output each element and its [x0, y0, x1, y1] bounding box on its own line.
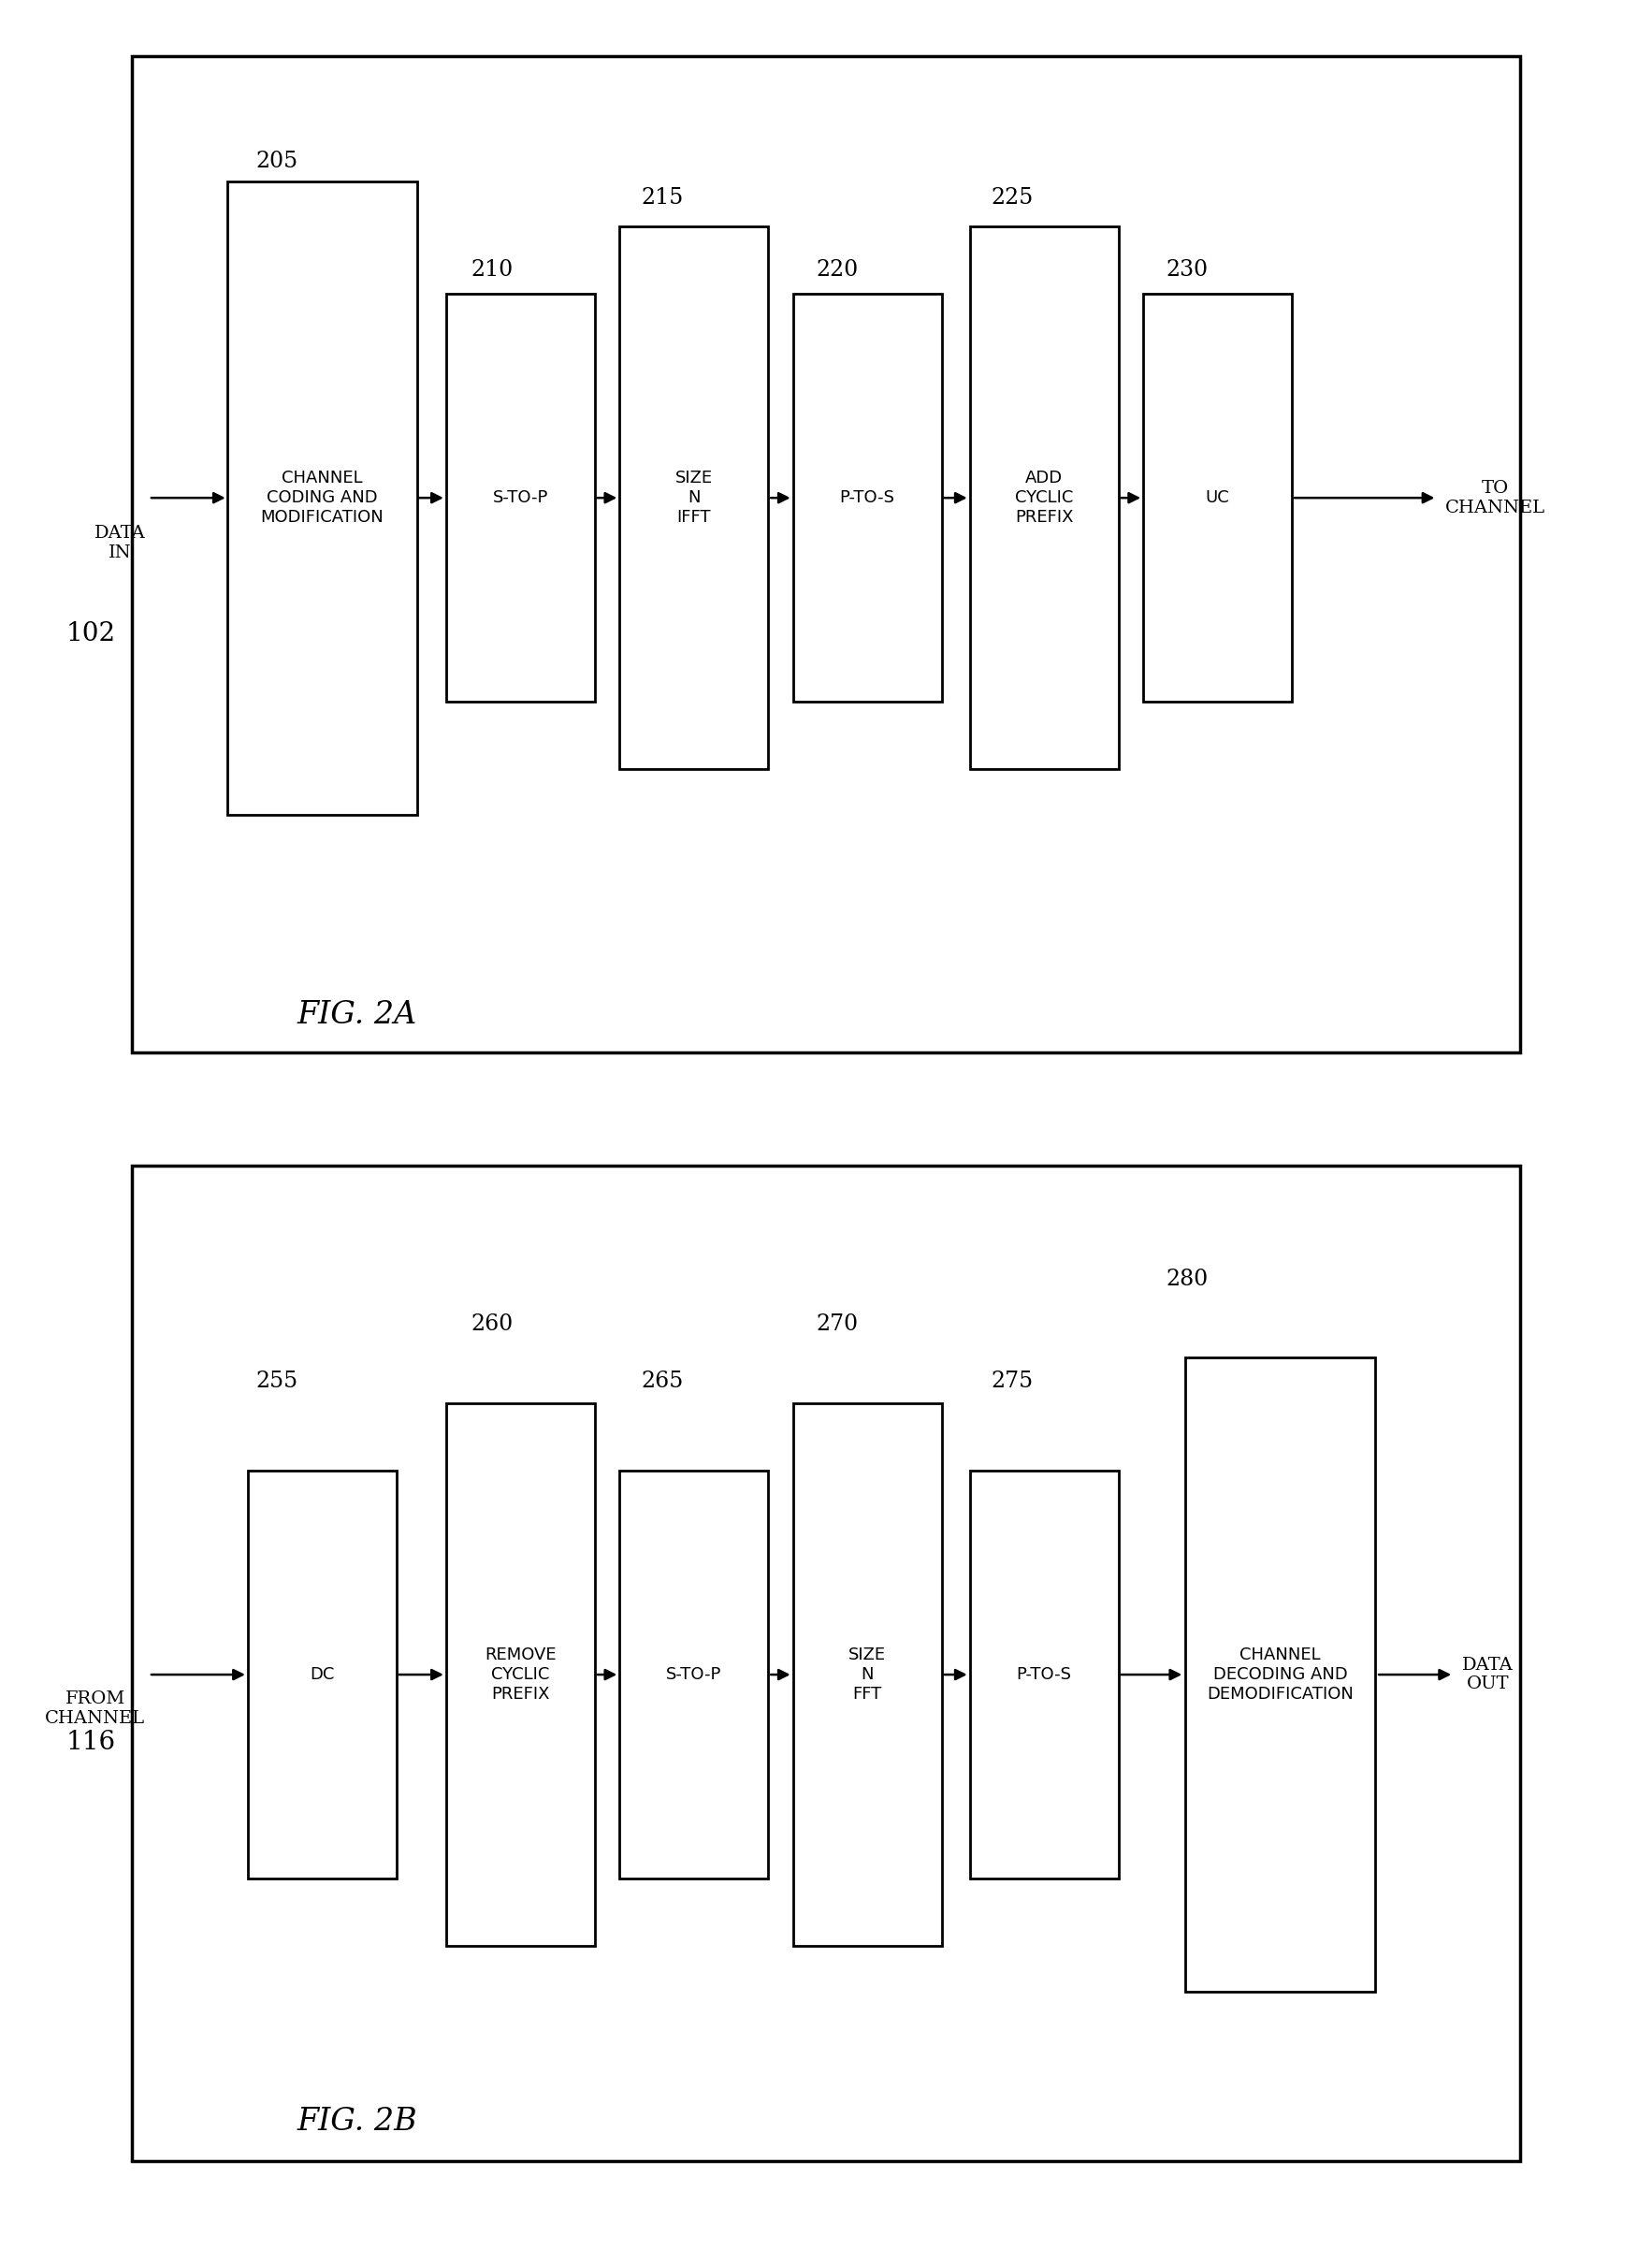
Bar — [793, 1403, 942, 1946]
Text: DATA
OUT: DATA OUT — [1462, 1657, 1513, 1693]
Text: TO
CHANNEL: TO CHANNEL — [1446, 480, 1546, 516]
Text: REMOVE
CYCLIC
PREFIX: REMOVE CYCLIC PREFIX — [484, 1647, 557, 1702]
Text: FIG. 2A: FIG. 2A — [297, 1000, 418, 1030]
Bar — [446, 1403, 595, 1946]
Text: 265: 265 — [641, 1369, 684, 1392]
Bar — [248, 1471, 396, 1878]
Text: 205: 205 — [256, 149, 299, 172]
Bar — [793, 294, 942, 702]
Bar — [446, 294, 595, 702]
Text: 280: 280 — [1166, 1267, 1209, 1290]
Text: DATA
IN: DATA IN — [94, 525, 145, 561]
Bar — [132, 1165, 1520, 2161]
Text: 220: 220 — [816, 258, 859, 281]
Text: 225: 225 — [991, 186, 1034, 208]
Text: ADD
CYCLIC
PREFIX: ADD CYCLIC PREFIX — [1014, 471, 1074, 525]
Bar — [132, 57, 1520, 1052]
Text: P-TO-S: P-TO-S — [839, 489, 895, 507]
Text: P-TO-S: P-TO-S — [1016, 1666, 1072, 1684]
Bar — [620, 1471, 768, 1878]
Text: 230: 230 — [1166, 258, 1209, 281]
Text: 102: 102 — [66, 620, 116, 647]
Text: 210: 210 — [471, 258, 514, 281]
Text: DC: DC — [311, 1666, 334, 1684]
Text: 260: 260 — [471, 1313, 514, 1335]
Text: SIZE
N
IFFT: SIZE N IFFT — [676, 471, 712, 525]
Text: 215: 215 — [641, 186, 684, 208]
Text: 275: 275 — [991, 1369, 1034, 1392]
Text: S-TO-P: S-TO-P — [666, 1666, 722, 1684]
Text: CHANNEL
CODING AND
MODIFICATION: CHANNEL CODING AND MODIFICATION — [261, 471, 383, 525]
Text: S-TO-P: S-TO-P — [492, 489, 548, 507]
Text: UC: UC — [1206, 489, 1229, 507]
Bar — [1184, 1358, 1374, 1991]
Bar — [228, 181, 416, 815]
Bar — [1143, 294, 1292, 702]
Bar — [970, 1471, 1118, 1878]
Bar — [970, 226, 1118, 769]
Text: CHANNEL
DECODING AND
DEMODIFICATION: CHANNEL DECODING AND DEMODIFICATION — [1208, 1647, 1353, 1702]
Text: 116: 116 — [66, 1729, 116, 1756]
Text: SIZE
N
FFT: SIZE N FFT — [849, 1647, 885, 1702]
Text: 255: 255 — [256, 1369, 299, 1392]
Text: 270: 270 — [816, 1313, 859, 1335]
Text: FIG. 2B: FIG. 2B — [297, 2107, 418, 2136]
Bar — [620, 226, 768, 769]
Text: FROM
CHANNEL: FROM CHANNEL — [45, 1690, 145, 1727]
